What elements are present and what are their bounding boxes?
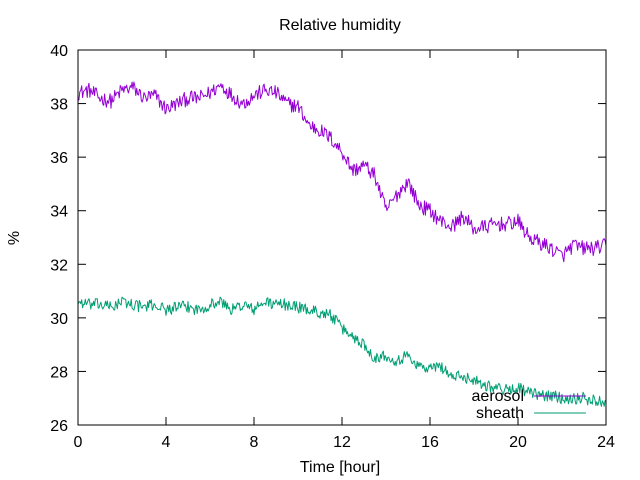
y-tick-label: 32 (50, 257, 68, 274)
x-axis-label: Time [hour] (300, 459, 380, 476)
legend-label-aerosol: aerosol (472, 388, 524, 405)
plot-frame (77, 49, 607, 426)
x-tick-label: 4 (162, 434, 171, 451)
y-tick-label: 28 (50, 364, 68, 381)
x-tick-label: 12 (333, 434, 351, 451)
y-tick-label: 30 (50, 311, 68, 328)
y-axis-label: % (6, 231, 23, 245)
series-line-aerosol (77, 81, 607, 263)
series-line-sheath (77, 296, 607, 407)
y-tick-label: 38 (50, 97, 68, 114)
x-tick-label: 0 (74, 434, 83, 451)
chart-title: Relative humidity (279, 17, 401, 34)
y-tick-label: 40 (50, 43, 68, 60)
y-tick-label: 26 (50, 418, 68, 435)
x-tick-label: 16 (421, 434, 439, 451)
series-lines (77, 81, 607, 407)
legend-label-sheath: sheath (476, 405, 524, 422)
y-tick-label: 36 (50, 150, 68, 167)
x-tick-label: 8 (250, 434, 259, 451)
y-tick-label: 34 (50, 204, 68, 221)
x-tick-label: 20 (509, 434, 527, 451)
x-tick-label: 24 (597, 434, 615, 451)
